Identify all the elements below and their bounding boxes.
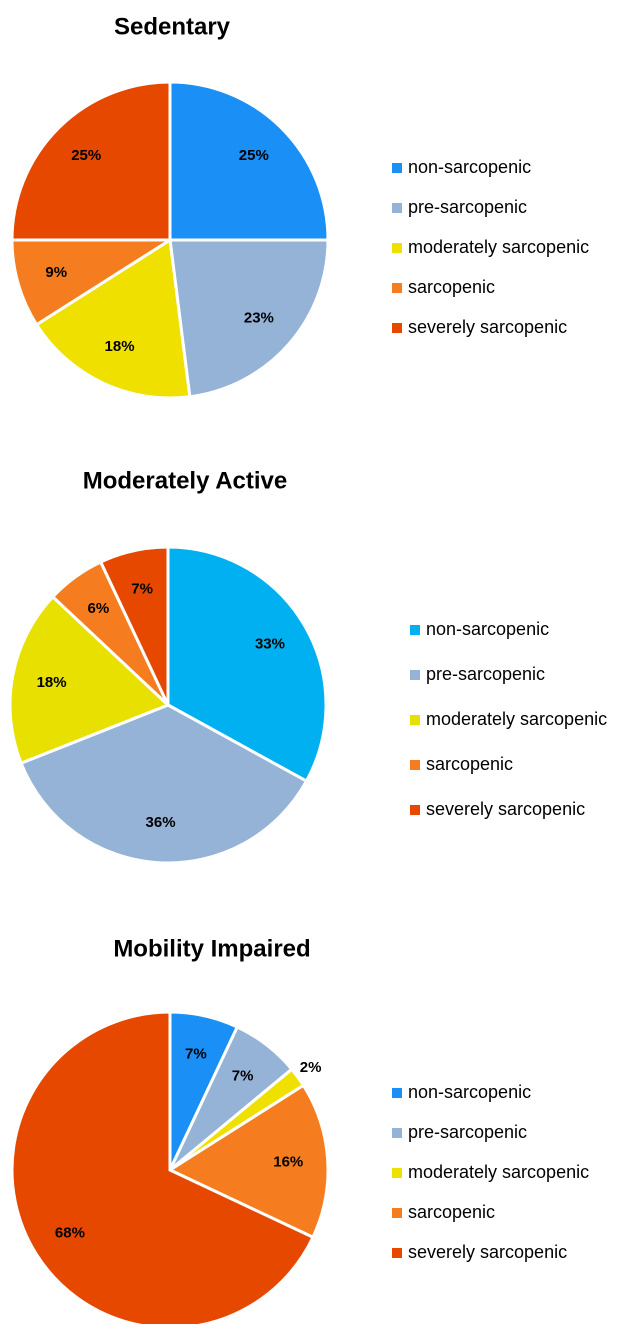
chart-title: Moderately Active [83,467,288,494]
legend-swatch [392,283,402,293]
data-label: 23% [244,309,274,326]
chart-title: Sedentary [114,13,231,40]
legend-label: moderately sarcopenic [426,709,607,729]
legend-label: pre-sarcopenic [426,664,545,684]
legend-label: severely sarcopenic [408,317,567,337]
legend-swatch [392,243,402,253]
pie-slice [10,1010,315,1329]
legend-swatch [410,760,420,770]
legend-swatch [392,1248,402,1258]
legend-swatch [410,625,420,635]
legend-label: severely sarcopenic [408,1242,567,1262]
data-label: 7% [185,1045,207,1062]
chart-title: Mobility Impaired [113,935,310,962]
legend-label: pre-sarcopenic [408,197,527,217]
legend-swatch [392,163,402,173]
data-label: 25% [71,147,101,164]
legend-label: non-sarcopenic [408,1082,531,1102]
legend-swatch [392,1128,402,1138]
legend-swatch [410,670,420,680]
data-label: 6% [88,600,110,617]
legend-swatch [392,1088,402,1098]
legend-swatch [392,1208,402,1218]
pie-slice [166,1083,330,1240]
legend-label: severely sarcopenic [426,799,585,819]
pie-slice [168,80,330,242]
data-label: 7% [131,580,153,597]
legend-label: moderately sarcopenic [408,1162,589,1182]
data-label: 16% [273,1154,303,1171]
legend-swatch [410,805,420,815]
pie-slice [168,238,330,399]
data-label: 25% [239,147,269,164]
pie-slice [98,545,170,706]
data-label: 9% [45,264,67,281]
legend-label: pre-sarcopenic [408,1122,527,1142]
legend-label: sarcopenic [408,1202,495,1222]
pie-slice [19,703,309,865]
data-label: 33% [255,636,285,653]
legend-label: moderately sarcopenic [408,237,589,257]
legend-label: non-sarcopenic [426,619,549,639]
pie-slice [10,238,176,327]
data-label: 36% [146,814,176,831]
data-label: 18% [37,674,67,691]
pie-slice [8,594,171,766]
pie-slice [10,80,172,242]
legend-swatch [392,323,402,333]
data-label: 18% [105,338,135,355]
legend-label: sarcopenic [408,277,495,297]
legend-swatch [392,203,402,213]
pie-slice [166,545,328,784]
data-label: 7% [232,1067,254,1084]
data-label: 68% [55,1224,85,1241]
legend-label: non-sarcopenic [408,157,531,177]
pie-slice [34,237,192,400]
legend-swatch [392,1168,402,1178]
legend-swatch [410,715,420,725]
legend-label: sarcopenic [426,754,513,774]
data-label: 2% [300,1059,322,1076]
